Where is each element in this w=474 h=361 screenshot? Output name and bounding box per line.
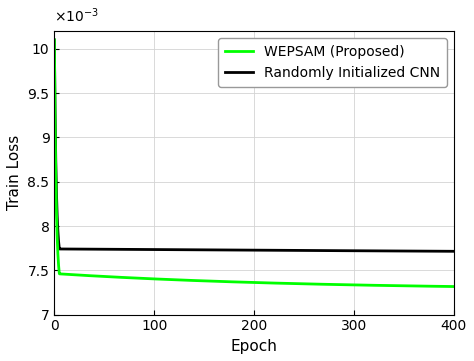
WEPSAM (Proposed)	[451, 284, 457, 289]
WEPSAM (Proposed)	[84, 273, 90, 278]
Randomly Initialized CNN	[451, 249, 457, 253]
Randomly Initialized CNN	[52, 38, 57, 42]
WEPSAM (Proposed)	[299, 282, 304, 286]
WEPSAM (Proposed)	[52, 38, 57, 42]
WEPSAM (Proposed)	[305, 282, 311, 286]
X-axis label: Epoch: Epoch	[231, 339, 278, 354]
Randomly Initialized CNN	[299, 248, 304, 253]
WEPSAM (Proposed)	[343, 283, 349, 287]
Randomly Initialized CNN	[84, 247, 90, 251]
Legend: WEPSAM (Proposed), Randomly Initialized CNN: WEPSAM (Proposed), Randomly Initialized …	[218, 38, 447, 87]
Text: $\times 10^{-3}$: $\times 10^{-3}$	[55, 7, 99, 25]
Randomly Initialized CNN	[305, 248, 311, 253]
Randomly Initialized CNN	[199, 248, 205, 252]
Randomly Initialized CNN	[272, 248, 277, 252]
Randomly Initialized CNN	[343, 248, 349, 253]
Line: Randomly Initialized CNN: Randomly Initialized CNN	[55, 40, 454, 251]
Y-axis label: Train Loss: Train Loss	[7, 135, 22, 210]
Line: WEPSAM (Proposed): WEPSAM (Proposed)	[55, 40, 454, 287]
WEPSAM (Proposed)	[272, 281, 277, 285]
WEPSAM (Proposed)	[199, 279, 205, 283]
